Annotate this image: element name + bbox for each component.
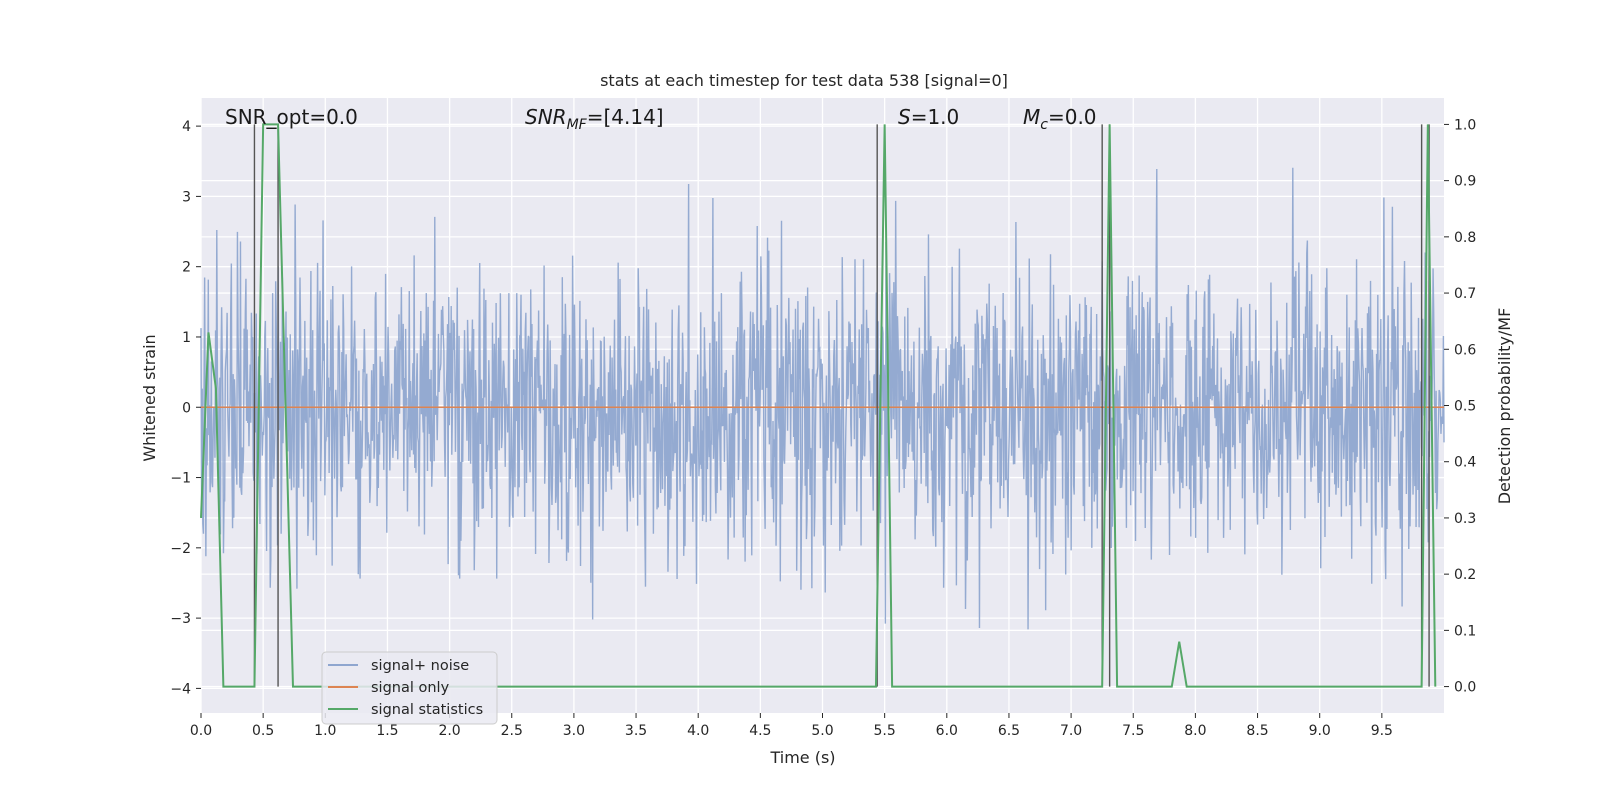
x-tick-label: 8.0 xyxy=(1184,723,1206,739)
x-tick-label: 7.5 xyxy=(1122,723,1144,739)
x-tick-label: 6.5 xyxy=(998,723,1020,739)
annotation-snr-mf-subscript: MF xyxy=(567,117,588,133)
annotation-s: S=1.0 xyxy=(898,105,959,129)
x-axis-label: Time (s) xyxy=(769,748,835,767)
x-tick-label: 5.5 xyxy=(874,723,896,739)
y2-axis-label: Detection probability/MF xyxy=(1495,308,1514,505)
x-tick-label: 0.0 xyxy=(190,723,212,739)
x-tick-label: 6.0 xyxy=(936,723,958,739)
y-axis-ticks: 4 3 2 1 0 −1 −2 −3 −4 xyxy=(170,119,201,697)
x-axis-ticks: 0.0 0.5 1.0 1.5 2.0 2.5 3.0 3.5 4.0 4.5 5.0 5.5 6.0 6… xyxy=(190,713,1393,739)
y-tick-label: −3 xyxy=(170,611,191,627)
x-tick-label: 5.0 xyxy=(811,723,833,739)
annotation-s-value: =1.0 xyxy=(911,105,960,129)
y-tick-label: −2 xyxy=(170,541,191,557)
y2-tick-label: 0.7 xyxy=(1454,286,1476,302)
x-tick-label: 9.5 xyxy=(1371,723,1393,739)
legend-label-signal-only: signal only xyxy=(371,680,450,696)
y2-axis-ticks: 1.0 0.9 0.8 0.7 0.6 0.5 0.4 0.3 0.2 0.1 0.0 xyxy=(1444,117,1476,696)
x-tick-label: 1.0 xyxy=(314,723,336,739)
y2-tick-label: 0.6 xyxy=(1454,342,1476,358)
y2-tick-label: 0.4 xyxy=(1454,455,1476,471)
y-tick-label: 1 xyxy=(182,330,191,346)
y-tick-label: 3 xyxy=(182,189,191,205)
x-tick-label: 3.5 xyxy=(625,723,647,739)
annotation-snr-opt: SNR_opt=0.0 xyxy=(225,105,358,129)
x-tick-label: 2.5 xyxy=(501,723,523,739)
signal-statistics-line xyxy=(200,123,1437,688)
annotation-mc-symbol: M xyxy=(1023,105,1040,129)
x-tick-label: 7.0 xyxy=(1060,723,1082,739)
legend-label-statistics: signal statistics xyxy=(371,702,483,718)
y-tick-label: −1 xyxy=(170,471,191,487)
noise-series xyxy=(200,167,1445,630)
annotation-snr-mf-value: =[4.14] xyxy=(587,105,664,129)
y-tick-label: 4 xyxy=(182,119,191,135)
chart-title: stats at each timestep for test data 538… xyxy=(600,71,1008,90)
y2-tick-label: 0.5 xyxy=(1454,399,1476,415)
y2-tick-label: 0.1 xyxy=(1454,623,1476,639)
annotation-s-symbol: S xyxy=(898,105,911,129)
x-tick-label: 0.5 xyxy=(252,723,274,739)
x-tick-label: 4.0 xyxy=(687,723,709,739)
y2-tick-label: 0.3 xyxy=(1454,511,1476,527)
y-tick-label: 2 xyxy=(182,260,191,276)
annotation-snr-mf-symbol: SNR xyxy=(525,105,567,129)
legend: signal+ noise signal only signal statist… xyxy=(321,651,498,725)
noise-line xyxy=(200,167,1445,630)
y-axis-label: Whitened strain xyxy=(140,334,159,461)
signal-statistics-series xyxy=(200,123,1437,688)
y2-tick-label: 1.0 xyxy=(1454,117,1476,133)
y2-tick-label: 0.9 xyxy=(1454,174,1476,190)
x-tick-label: 9.0 xyxy=(1309,723,1331,739)
annotation-snr-mf: SNRMF=[4.14] xyxy=(525,105,664,133)
x-tick-label: 3.0 xyxy=(563,723,585,739)
annotation-mc-value: =0.0 xyxy=(1048,105,1097,129)
y-tick-label: 0 xyxy=(182,400,191,416)
x-tick-label: 4.5 xyxy=(749,723,771,739)
annotation-mc: Mc=0.0 xyxy=(1023,105,1097,133)
y2-tick-label: 0.8 xyxy=(1454,230,1476,246)
y2-tick-label: 0.0 xyxy=(1454,680,1476,696)
legend-label-noise: signal+ noise xyxy=(371,658,469,674)
y-tick-label: −4 xyxy=(170,681,191,697)
annotation-mc-subscript: c xyxy=(1040,117,1048,133)
x-tick-label: 1.5 xyxy=(376,723,398,739)
x-tick-label: 2.0 xyxy=(438,723,460,739)
x-tick-label: 8.5 xyxy=(1246,723,1268,739)
legend-frame xyxy=(321,651,498,725)
y2-tick-label: 0.2 xyxy=(1454,567,1476,583)
detection-markers xyxy=(253,123,1430,687)
